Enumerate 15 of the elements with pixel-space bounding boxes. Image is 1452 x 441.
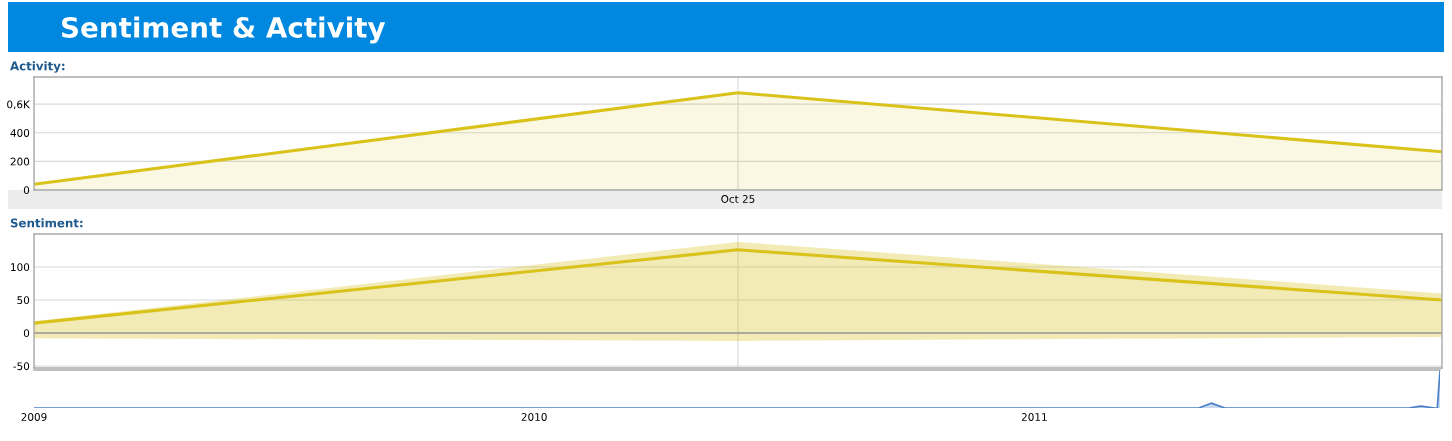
chart-title: Sentiment & Activity: [61, 16, 386, 44]
y-tick-label: 0: [23, 186, 30, 195]
x-tick-label: Oct 25: [721, 195, 755, 203]
chart-subtitle: Activity:: [10, 61, 65, 73]
y-tick-label: 0,6K: [7, 100, 31, 110]
y-tick-label: 50: [17, 296, 30, 305]
y-tick-label: 100: [11, 263, 30, 272]
y-tick-label: -50: [13, 362, 30, 371]
y-tick-label: 0: [23, 329, 30, 338]
x-tick-label: 2009: [21, 413, 47, 421]
chart-title: Sentiment:: [10, 218, 83, 228]
x-tick-label: 2010: [521, 413, 547, 421]
x-tick-label: 2011: [1021, 413, 1047, 421]
y-tick-label: 400: [10, 129, 30, 137]
y-tick-label: 200: [10, 157, 30, 166]
